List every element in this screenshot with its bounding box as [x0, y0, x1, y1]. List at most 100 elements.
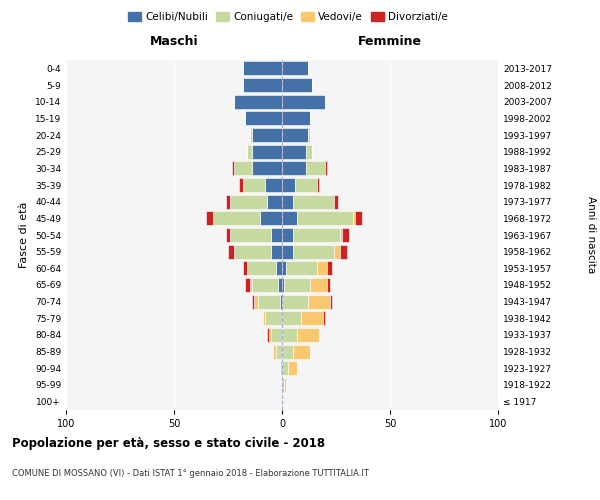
- Bar: [247, 261, 275, 276]
- Bar: [260, 211, 282, 226]
- Bar: [282, 78, 312, 92]
- Bar: [340, 244, 347, 259]
- Bar: [247, 144, 252, 159]
- Bar: [340, 228, 343, 242]
- Bar: [301, 311, 323, 326]
- Bar: [355, 211, 362, 226]
- Bar: [252, 278, 278, 292]
- Bar: [282, 244, 293, 259]
- Bar: [275, 261, 282, 276]
- Bar: [282, 294, 308, 308]
- Bar: [282, 178, 295, 192]
- Bar: [282, 94, 325, 109]
- Bar: [293, 228, 340, 242]
- Y-axis label: Fasce di età: Fasce di età: [19, 202, 29, 268]
- Bar: [254, 294, 258, 308]
- Bar: [243, 178, 265, 192]
- Bar: [317, 261, 328, 276]
- Bar: [353, 211, 355, 226]
- Legend: Celibi/Nubili, Coniugati/e, Vedovi/e, Divorziati/e: Celibi/Nubili, Coniugati/e, Vedovi/e, Di…: [124, 8, 452, 26]
- Bar: [293, 194, 334, 209]
- Bar: [280, 361, 282, 376]
- Bar: [267, 328, 269, 342]
- Text: Femmine: Femmine: [358, 36, 422, 49]
- Bar: [252, 294, 254, 308]
- Text: Popolazione per età, sesso e stato civile - 2018: Popolazione per età, sesso e stato civil…: [12, 438, 325, 450]
- Bar: [230, 194, 267, 209]
- Bar: [282, 228, 293, 242]
- Bar: [274, 344, 275, 359]
- Bar: [282, 311, 301, 326]
- Bar: [308, 128, 310, 142]
- Bar: [328, 261, 332, 276]
- Bar: [250, 278, 252, 292]
- Bar: [282, 162, 306, 175]
- Bar: [243, 78, 282, 92]
- Bar: [226, 228, 230, 242]
- Bar: [282, 128, 308, 142]
- Bar: [267, 194, 282, 209]
- Bar: [306, 144, 312, 159]
- Bar: [282, 344, 293, 359]
- Bar: [282, 211, 297, 226]
- Bar: [235, 162, 252, 175]
- Bar: [235, 94, 282, 109]
- Bar: [325, 162, 328, 175]
- Bar: [228, 244, 235, 259]
- Bar: [206, 211, 213, 226]
- Text: Maschi: Maschi: [149, 36, 199, 49]
- Bar: [263, 311, 265, 326]
- Bar: [275, 344, 282, 359]
- Bar: [323, 311, 325, 326]
- Bar: [282, 278, 284, 292]
- Bar: [297, 328, 319, 342]
- Bar: [328, 278, 329, 292]
- Bar: [286, 261, 317, 276]
- Bar: [295, 178, 317, 192]
- Bar: [235, 244, 271, 259]
- Bar: [282, 328, 297, 342]
- Bar: [282, 361, 289, 376]
- Text: Anni di nascita: Anni di nascita: [586, 196, 596, 274]
- Bar: [282, 194, 293, 209]
- Bar: [282, 261, 286, 276]
- Bar: [271, 244, 282, 259]
- Bar: [245, 278, 250, 292]
- Bar: [293, 244, 334, 259]
- Bar: [282, 378, 284, 392]
- Bar: [282, 112, 310, 126]
- Bar: [245, 112, 282, 126]
- Bar: [293, 344, 310, 359]
- Bar: [252, 128, 282, 142]
- Bar: [284, 378, 286, 392]
- Bar: [258, 294, 280, 308]
- Bar: [289, 361, 297, 376]
- Bar: [226, 194, 230, 209]
- Bar: [343, 228, 349, 242]
- Bar: [284, 278, 310, 292]
- Bar: [278, 278, 282, 292]
- Bar: [317, 178, 319, 192]
- Bar: [265, 178, 282, 192]
- Bar: [306, 162, 325, 175]
- Bar: [213, 211, 260, 226]
- Bar: [232, 162, 235, 175]
- Bar: [239, 178, 243, 192]
- Bar: [271, 328, 282, 342]
- Bar: [252, 144, 282, 159]
- Bar: [282, 62, 308, 76]
- Bar: [334, 244, 340, 259]
- Bar: [243, 261, 247, 276]
- Bar: [329, 294, 332, 308]
- Bar: [269, 328, 271, 342]
- Bar: [230, 228, 271, 242]
- Bar: [334, 194, 338, 209]
- Bar: [297, 211, 353, 226]
- Bar: [252, 162, 282, 175]
- Bar: [250, 128, 252, 142]
- Bar: [282, 144, 306, 159]
- Bar: [271, 228, 282, 242]
- Bar: [243, 62, 282, 76]
- Bar: [265, 311, 282, 326]
- Bar: [308, 294, 329, 308]
